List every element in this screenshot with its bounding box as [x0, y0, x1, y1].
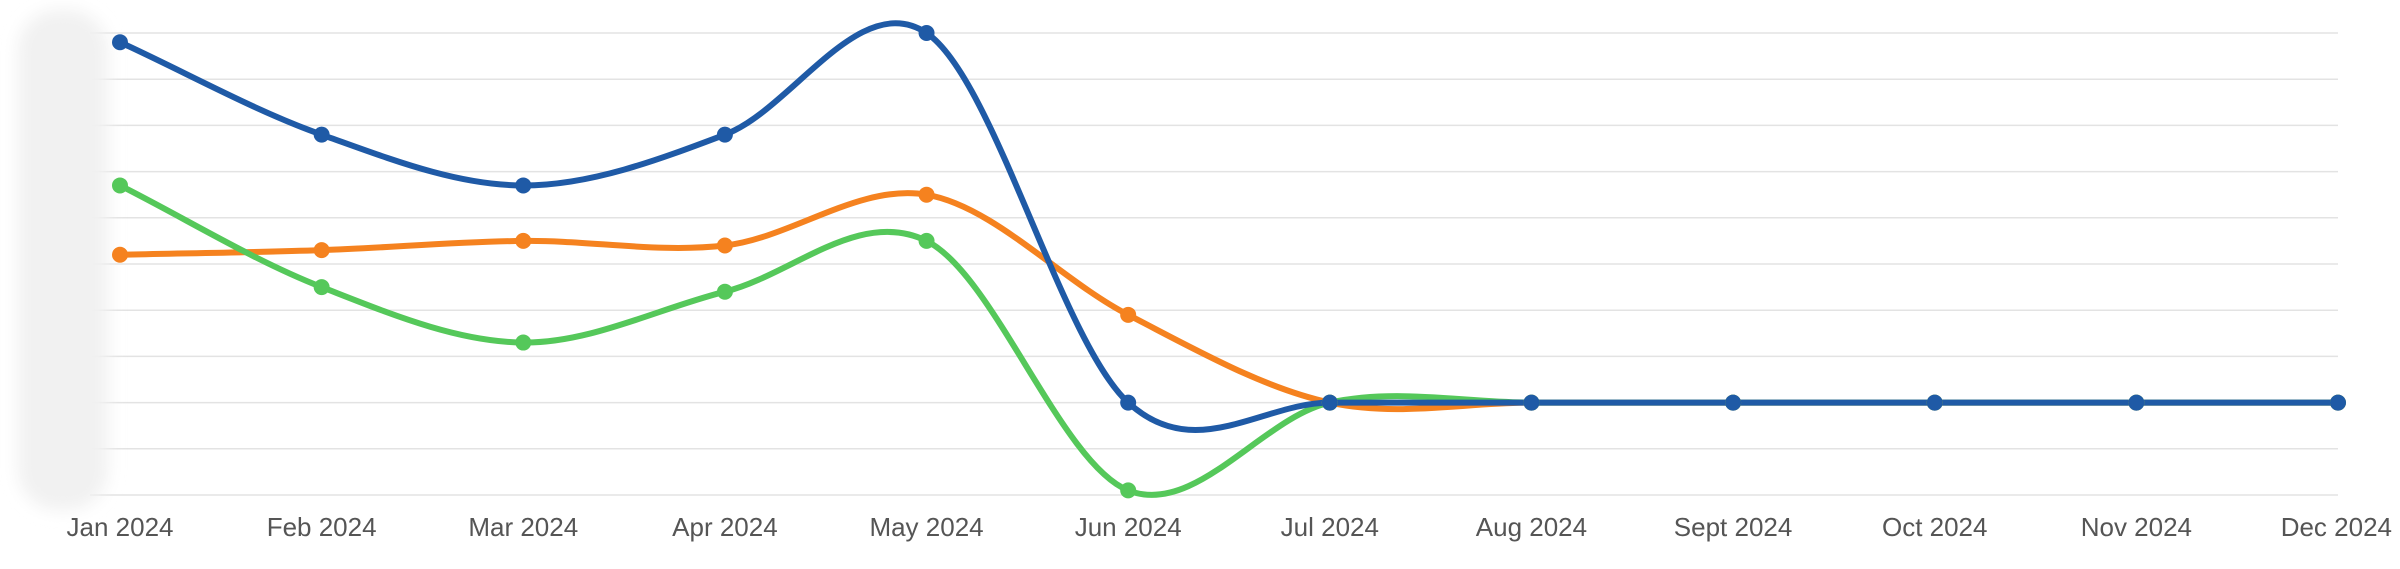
y-axis-labels-obscured: [18, 10, 108, 510]
x-tick-label: Oct 2024: [1882, 512, 1988, 542]
points-layer: [112, 25, 2346, 499]
data-point-series-0[interactable]: [1523, 394, 1540, 411]
x-tick-label: Sept 2024: [1674, 512, 1793, 542]
data-point-series-2[interactable]: [918, 232, 935, 249]
series-line-1: [117, 190, 2341, 413]
x-tick-label: Dec 2024: [2281, 512, 2392, 542]
x-tick-label: Jun 2024: [1075, 512, 1182, 542]
data-point-series-2[interactable]: [112, 177, 128, 194]
data-point-series-0[interactable]: [313, 126, 330, 143]
data-point-series-0[interactable]: [1321, 394, 1338, 411]
data-point-series-0[interactable]: [2128, 394, 2145, 411]
data-point-series-0[interactable]: [1120, 394, 1137, 411]
data-point-series-1[interactable]: [716, 237, 733, 254]
data-point-series-2[interactable]: [1120, 482, 1137, 499]
y-axis-blur-panel: [18, 10, 108, 510]
data-point-series-0[interactable]: [112, 34, 128, 51]
x-tick-label: Aug 2024: [1476, 512, 1587, 542]
data-point-series-1[interactable]: [313, 242, 330, 259]
data-point-series-0[interactable]: [2330, 394, 2346, 411]
data-point-series-0[interactable]: [1926, 394, 1943, 411]
x-tick-label: Jan 2024: [67, 512, 174, 542]
x-tick-label: May 2024: [869, 512, 983, 542]
x-axis-tick-labels: Jan 2024 Feb 2024 Mar 2024 Apr 2024 May 2024…: [67, 512, 2392, 542]
data-point-series-2[interactable]: [515, 334, 532, 351]
data-point-series-2[interactable]: [716, 283, 733, 300]
data-point-series-0[interactable]: [918, 25, 935, 41]
data-point-series-0[interactable]: [716, 126, 733, 143]
data-point-series-0[interactable]: [1725, 394, 1742, 411]
x-tick-label: Nov 2024: [2081, 512, 2192, 542]
data-point-series-1[interactable]: [918, 186, 935, 203]
data-point-series-2[interactable]: [313, 279, 330, 296]
grid-layer: [90, 32, 2338, 496]
data-point-series-0[interactable]: [515, 177, 532, 194]
x-tick-label: Mar 2024: [468, 512, 578, 542]
series-layer: [117, 20, 2341, 498]
data-point-series-1[interactable]: [515, 232, 532, 249]
x-tick-label: Apr 2024: [672, 512, 778, 542]
data-point-series-1[interactable]: [1120, 306, 1137, 323]
x-tick-label: Jul 2024: [1281, 512, 1379, 542]
x-tick-label: Feb 2024: [267, 512, 377, 542]
data-point-series-1[interactable]: [112, 246, 128, 263]
